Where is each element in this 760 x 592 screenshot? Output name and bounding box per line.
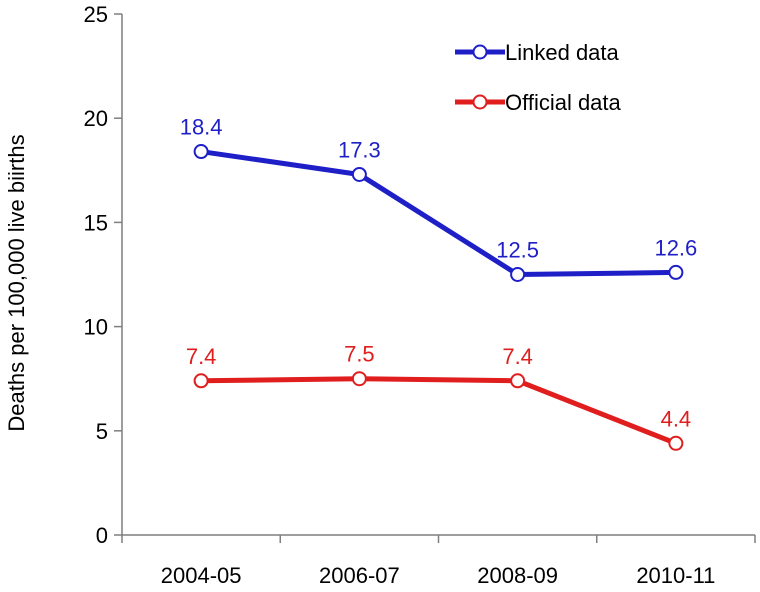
data-point <box>510 373 526 389</box>
legend-label: Linked data <box>505 40 620 65</box>
data-label: 7.4 <box>186 344 217 369</box>
data-point <box>668 435 684 451</box>
legend-swatch-marker <box>472 94 488 110</box>
series-layer: 18.4 17.3 12.5 12.6 7.4 7.5 7.4 4.4 <box>180 115 697 451</box>
data-point <box>193 373 209 389</box>
legend-swatch-marker <box>472 44 488 60</box>
x-tick-label: 2004-05 <box>161 563 242 588</box>
data-label: 12.5 <box>496 238 539 263</box>
legend-item: Linked data <box>455 40 620 65</box>
series-1: 7.4 7.5 7.4 4.4 <box>186 342 692 451</box>
series-line <box>201 376 677 446</box>
data-label: 18.4 <box>180 115 223 140</box>
data-point <box>668 264 684 280</box>
axes: 0 5 10 15 20 25 2004-05 2006-07 2008-09 2010-11 <box>84 2 756 588</box>
data-label: 12.6 <box>654 235 697 260</box>
y-tick-label: 5 <box>96 419 108 444</box>
series-line <box>200 149 676 277</box>
legend: Linked data Official data <box>455 40 622 115</box>
data-label: 7.4 <box>502 344 533 369</box>
data-point <box>351 166 367 182</box>
x-tick-label: 2010-11 <box>636 563 715 588</box>
y-tick-label: 25 <box>84 2 108 27</box>
y-axis-title: Deaths per 100,000 live biirths <box>4 134 29 431</box>
y-tick-label: 15 <box>84 210 108 235</box>
x-tick-label: 2008-09 <box>477 563 558 588</box>
data-label: 4.4 <box>661 406 692 431</box>
data-label: 7.5 <box>344 342 375 367</box>
y-tick-label: 20 <box>84 106 108 131</box>
legend-label: Official data <box>505 90 622 115</box>
series-0: 18.4 17.3 12.5 12.6 <box>180 115 697 282</box>
y-tick-label: 0 <box>96 523 108 548</box>
data-label: 17.3 <box>338 137 381 162</box>
data-point <box>510 267 526 282</box>
data-point <box>193 144 209 160</box>
data-point <box>351 371 367 387</box>
y-tick-label: 10 <box>84 315 108 340</box>
x-tick-label: 2006-07 <box>319 563 400 588</box>
legend-item: Official data <box>455 90 622 115</box>
